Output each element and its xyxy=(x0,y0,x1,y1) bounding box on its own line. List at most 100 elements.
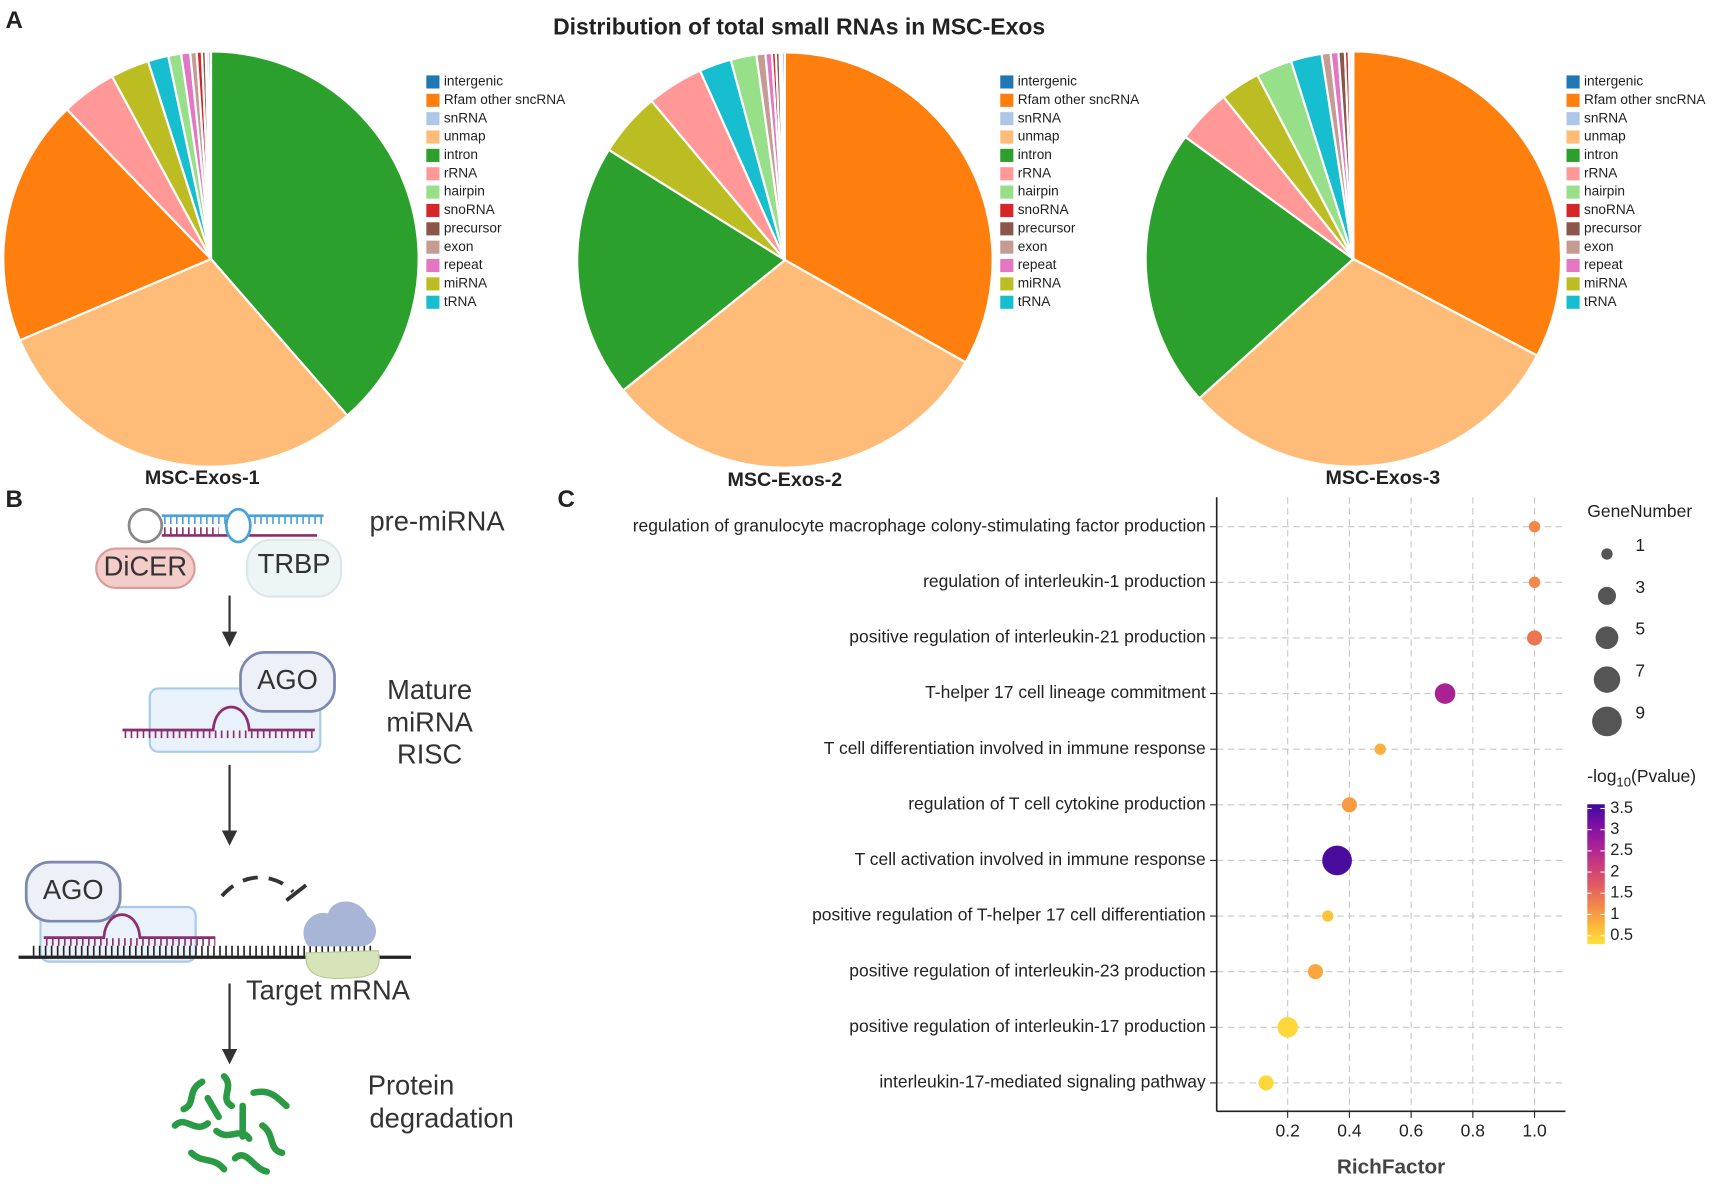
panel-label: A xyxy=(5,7,22,34)
x-tick-label: 0.6 xyxy=(1399,1121,1423,1141)
legend-swatch xyxy=(426,222,440,236)
legend-label: unmap xyxy=(1018,129,1060,144)
dot xyxy=(1434,683,1456,704)
risc-label: miRNA xyxy=(386,707,473,738)
legend-label: intron xyxy=(1584,147,1618,162)
pie-slice xyxy=(783,51,994,364)
dot xyxy=(1322,910,1334,922)
legend-swatch xyxy=(1566,295,1580,309)
size-legend-dot xyxy=(1592,706,1622,737)
legend-label: repeat xyxy=(444,257,483,272)
legend-label: exon xyxy=(1018,239,1048,254)
legend-label: repeat xyxy=(1018,257,1057,272)
trbp-shape xyxy=(245,538,343,598)
colorbar-label: 1.5 xyxy=(1610,884,1633,902)
arrowhead xyxy=(221,830,238,846)
legend-swatch xyxy=(426,203,440,218)
legend-swatch xyxy=(1566,185,1580,199)
y-tick-label: interleukin-17-mediated signaling pathwa… xyxy=(879,1072,1206,1092)
legend-swatch xyxy=(1566,93,1580,107)
legend-swatch xyxy=(1566,112,1580,126)
legend-swatch xyxy=(1000,258,1014,273)
legend-label: snRNA xyxy=(1018,110,1062,125)
colorbar xyxy=(1587,804,1605,945)
ago-shape xyxy=(24,860,122,923)
inhibition-bar xyxy=(285,883,308,902)
legend-swatch xyxy=(426,93,440,107)
legend-swatch xyxy=(426,130,440,144)
legend-label: Rfam other sncRNA xyxy=(1018,92,1140,107)
legend-swatch xyxy=(1566,258,1580,273)
y-tick-label: T cell activation involved in immune res… xyxy=(855,849,1206,869)
size-legend-label: 3 xyxy=(1635,577,1645,597)
legend-swatch xyxy=(426,258,440,273)
colorbar-label: 0.5 xyxy=(1610,926,1633,944)
y-tick-label: regulation of granulocyte macrophage col… xyxy=(633,515,1206,535)
size-legend-dot xyxy=(1601,548,1613,560)
colorbar-label: 1 xyxy=(1610,905,1619,923)
outcome-label: Protein xyxy=(368,1070,455,1101)
legend-label: tRNA xyxy=(444,294,478,309)
legend-swatch xyxy=(426,167,440,181)
dot xyxy=(1526,630,1543,646)
legend-swatch xyxy=(426,75,440,89)
legend-swatch xyxy=(1000,295,1014,309)
x-axis-title: RichFactor xyxy=(1337,1156,1445,1179)
legend-label: rRNA xyxy=(1584,165,1618,180)
size-legend-label: 1 xyxy=(1635,535,1645,555)
legend-swatch xyxy=(1566,148,1580,162)
legend-swatch xyxy=(1566,222,1580,236)
panel-label: B xyxy=(5,486,22,513)
legend-swatch xyxy=(1000,112,1014,126)
colorbar-title-part: -log xyxy=(1587,766,1616,786)
size-legend-label: 7 xyxy=(1635,661,1645,681)
y-tick-label: T-helper 17 cell lineage commitment xyxy=(925,682,1206,702)
legend-label: intron xyxy=(1018,147,1052,162)
size-legend-dot xyxy=(1595,626,1619,650)
dot xyxy=(1374,743,1386,755)
legend-label: hairpin xyxy=(444,184,485,199)
legend-label: unmap xyxy=(444,129,486,144)
y-tick-label: positive regulation of interleukin-17 pr… xyxy=(849,1016,1205,1036)
ribosome xyxy=(305,950,380,979)
y-tick-label: regulation of interleukin-1 production xyxy=(923,571,1206,591)
dot xyxy=(1258,1075,1274,1091)
legend-swatch xyxy=(1000,130,1014,144)
pie-title: MSC-Exos-1 xyxy=(145,467,260,489)
size-legend-title: GeneNumber xyxy=(1587,501,1692,521)
bulge xyxy=(224,507,252,544)
legend-swatch xyxy=(426,112,440,126)
dot xyxy=(1341,797,1357,813)
legend-label: snoRNA xyxy=(444,202,496,217)
ago-shape xyxy=(239,651,336,713)
dicer-label: DiCER xyxy=(104,550,187,581)
target-label: Target mRNA xyxy=(246,974,411,1005)
hairpin-loop xyxy=(127,507,164,544)
legend-label: intron xyxy=(444,147,478,162)
legend-swatch xyxy=(1000,203,1014,218)
size-legend-dot xyxy=(1593,666,1621,693)
pie-slice xyxy=(209,50,420,418)
arrowhead xyxy=(221,631,238,647)
x-tick-label: 0.4 xyxy=(1337,1121,1362,1141)
legend-label: miRNA xyxy=(1584,276,1628,291)
dicer-shape xyxy=(95,547,196,589)
legend-label: snRNA xyxy=(444,110,488,125)
legend-label: precursor xyxy=(1018,220,1076,235)
figure-title: Distribution of total small RNAs in MSC-… xyxy=(553,13,1045,39)
legend-label: intergenic xyxy=(444,74,503,89)
mirna-strand xyxy=(122,705,315,732)
colorbar-label: 2 xyxy=(1610,862,1619,880)
trbp-label: TRBP xyxy=(258,548,331,579)
legend-label: hairpin xyxy=(1018,184,1059,199)
legend-label: snoRNA xyxy=(1584,202,1636,217)
ribosome xyxy=(303,901,377,947)
legend-label: miRNA xyxy=(444,276,488,291)
size-legend-dot xyxy=(1597,586,1617,605)
pie-slice xyxy=(207,50,213,259)
inhibition-arc xyxy=(220,875,295,898)
legend-swatch xyxy=(426,277,440,291)
y-tick-label: regulation of T cell cytokine production xyxy=(908,793,1206,813)
colorbar-title-part: 10 xyxy=(1616,775,1631,790)
legend-label: exon xyxy=(444,239,474,254)
